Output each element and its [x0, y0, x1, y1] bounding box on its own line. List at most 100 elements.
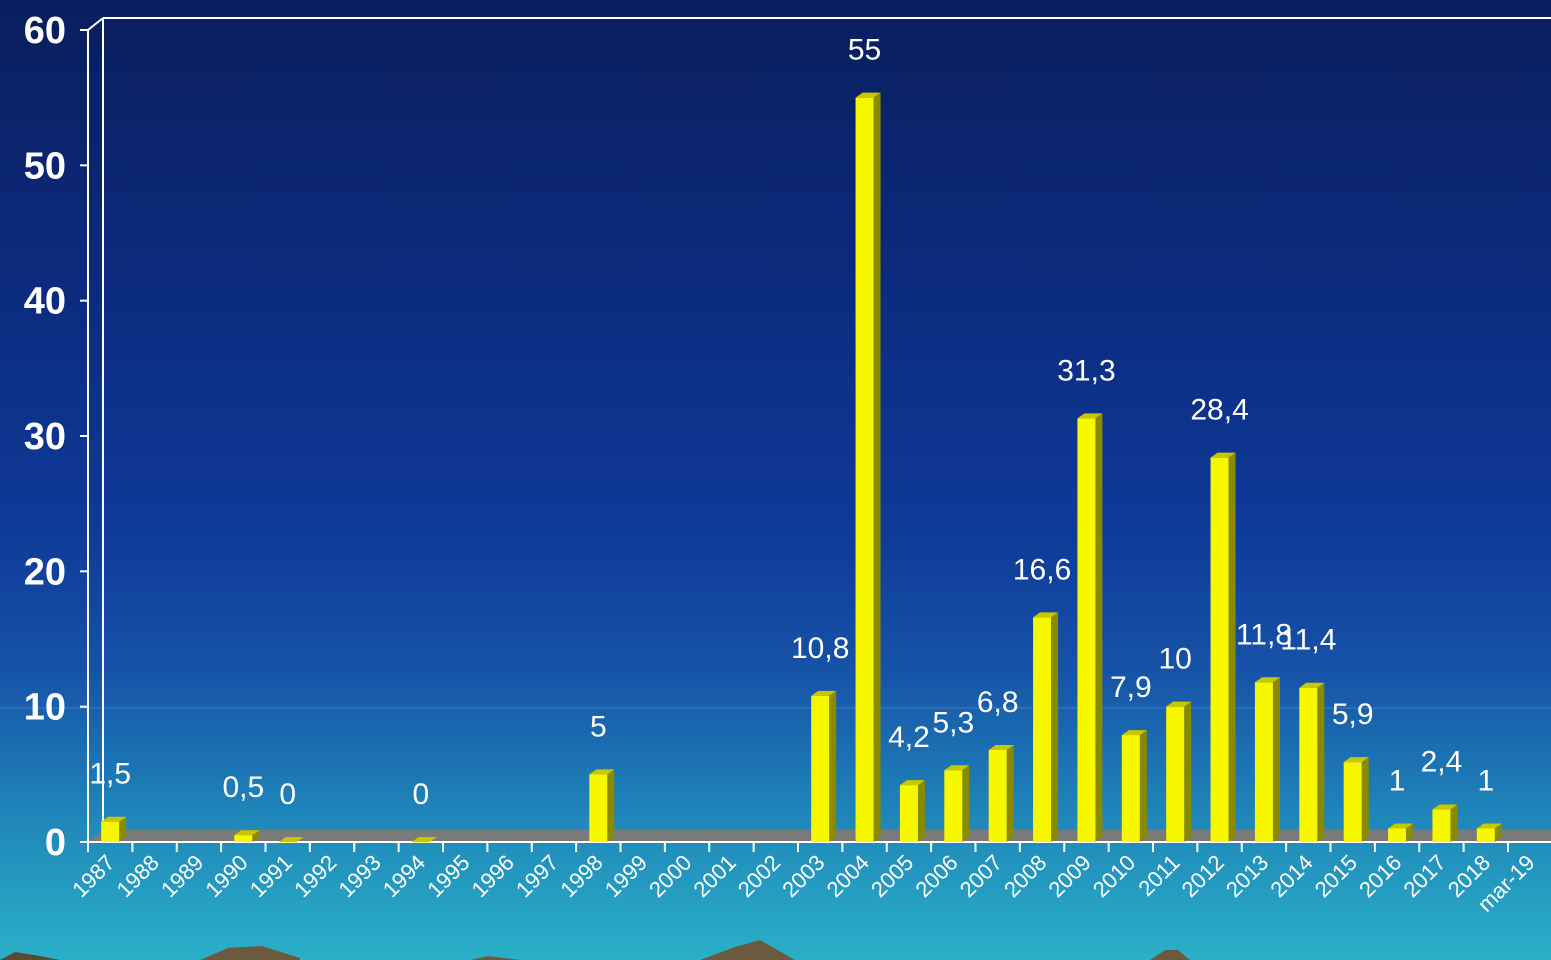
bar-side: [1494, 823, 1502, 842]
bar-top: [811, 690, 837, 696]
x-tick-label: 1995: [422, 850, 474, 902]
x-tick-label: 2017: [1398, 850, 1450, 902]
y-tick-label: 30: [24, 416, 66, 458]
x-tick-label: 2007: [955, 850, 1007, 902]
bar-front: [1254, 682, 1273, 842]
y-tick-label: 40: [24, 281, 66, 323]
bar-top: [944, 765, 970, 771]
x-tick-label: 1994: [378, 850, 430, 902]
rock-5: [0, 952, 60, 960]
x-tick-label: 2011: [1133, 850, 1184, 901]
bar-top: [589, 769, 615, 775]
x-tick-label: 2016: [1354, 850, 1406, 902]
bar: [1388, 823, 1414, 842]
x-tick-label: 1989: [156, 850, 208, 902]
rock-4: [1150, 950, 1190, 960]
decorative-rocks: [0, 940, 1190, 960]
data-label: 1: [1389, 764, 1406, 797]
bar-side: [1139, 730, 1147, 842]
bar-front: [1432, 809, 1451, 842]
data-label: 1: [1477, 764, 1494, 797]
data-label: 0: [279, 778, 296, 811]
y-tick-label: 50: [24, 145, 66, 187]
bar-front: [899, 785, 918, 842]
bar-side: [1184, 701, 1192, 842]
bar-top: [1432, 804, 1458, 810]
bar-side: [873, 92, 881, 842]
bar: [278, 837, 304, 843]
bar: [411, 837, 437, 843]
x-tick-label: 2000: [644, 850, 696, 902]
bar-side: [1095, 413, 1103, 842]
bar-side: [1361, 757, 1369, 842]
bar-top: [101, 816, 127, 822]
bar-top: [234, 830, 260, 836]
bar: [899, 780, 925, 842]
bar-top: [1388, 823, 1414, 829]
bar-front: [1343, 762, 1362, 842]
bar: [1077, 413, 1103, 842]
bar-side: [252, 830, 260, 842]
bar-top: [1210, 452, 1236, 458]
bar-top: [1166, 701, 1192, 707]
x-tick-label: 2004: [822, 850, 874, 902]
x-tick-label: 2015: [1310, 850, 1362, 902]
bar: [1432, 804, 1458, 842]
x-tick-label: 1988: [112, 850, 164, 902]
bar-side: [1406, 823, 1414, 842]
y-tick-label: 20: [24, 551, 66, 593]
bar-front: [1476, 828, 1495, 842]
y-tick-label: 10: [24, 687, 66, 729]
x-ticks: 1987198819891990199119921993199419951996…: [67, 842, 1540, 917]
bar-front: [589, 774, 608, 842]
y-tick-label: 60: [24, 10, 66, 52]
data-label: 0,5: [222, 771, 264, 804]
data-label: 6,8: [977, 686, 1019, 719]
bar-front: [411, 842, 430, 843]
bar-front: [1166, 706, 1185, 842]
bar-front: [811, 695, 830, 842]
bar-side: [607, 769, 615, 842]
x-tick-label: 2006: [910, 850, 962, 902]
x-tick-label: 2012: [1177, 850, 1229, 902]
bar: [988, 744, 1014, 842]
bar-front: [988, 749, 1007, 842]
bar: [101, 816, 127, 842]
bar: [1166, 701, 1192, 842]
data-label: 5,9: [1332, 698, 1374, 731]
bar-side: [1272, 677, 1280, 842]
data-label: 28,4: [1190, 394, 1248, 427]
bar-top: [1254, 677, 1280, 683]
bar: [1210, 452, 1236, 842]
bar: [811, 690, 837, 842]
x-tick-label: 2003: [777, 850, 829, 902]
x-tick-label: 1992: [289, 850, 341, 902]
bar-front: [101, 821, 120, 842]
bar-side: [1450, 804, 1458, 842]
x-tick-label: 1997: [511, 850, 563, 902]
bar-top: [1299, 682, 1325, 688]
data-labels: 1,5 0,5 0 0 5 10,8 55 4,2 5,36,8 16,6 31,3 7,910 28,…: [89, 34, 1494, 811]
bar-top: [988, 744, 1014, 750]
data-label: 0: [412, 778, 429, 811]
bar-top: [411, 837, 437, 842]
bar: [1121, 730, 1147, 842]
data-label: 4,2: [888, 721, 930, 754]
rock-2: [470, 956, 520, 960]
x-tick-label: 2009: [1043, 850, 1095, 902]
data-label: 11,4: [1280, 624, 1336, 657]
bar: [855, 92, 881, 842]
bar: [1299, 682, 1325, 842]
data-label: 7,9: [1110, 671, 1152, 704]
bar-front: [1210, 457, 1229, 842]
bar-side: [962, 765, 970, 842]
bar-top: [855, 92, 881, 98]
bar: [1343, 757, 1369, 842]
y-axis-top-connector: [87, 17, 104, 31]
data-label: 10,8: [791, 632, 849, 665]
bar-front: [855, 97, 874, 842]
x-tick-label: 2002: [733, 850, 785, 902]
x-tick-label: 1987: [67, 850, 119, 902]
bar: [589, 769, 615, 842]
